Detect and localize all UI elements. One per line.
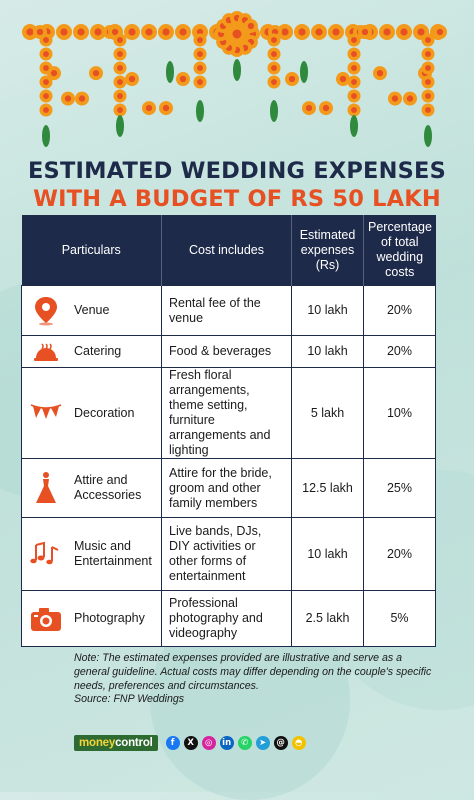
table-row: Decoration Fresh floral arrangements, th… [21, 367, 436, 459]
linkedin-icon[interactable]: in [219, 736, 234, 750]
row-cost: 10 lakh [291, 285, 364, 336]
telegram-icon[interactable]: ➤ [255, 736, 270, 750]
row-includes: Professional photography and videography [161, 590, 292, 647]
row-includes: Food & beverages [161, 335, 292, 368]
row-includes: Fresh floral arrangements, theme setting… [161, 367, 292, 459]
table-row: Music and Entertainment Live bands, DJs,… [21, 517, 436, 591]
row-particular: Photography [74, 611, 145, 625]
row-particular: Attire and Accessories [74, 473, 142, 502]
table-row: Venue Rental fee of the venue 10 lakh 20… [21, 285, 436, 336]
footnote: Note: The estimated expenses provided ar… [74, 652, 434, 707]
camera-icon [22, 606, 70, 632]
row-cost: 10 lakh [291, 517, 364, 591]
page-title: ESTIMATED WEDDING EXPENSES [27, 158, 446, 184]
marigold-garland-decoration [22, 11, 447, 147]
row-percentage: 5% [363, 590, 436, 647]
row-cost: 2.5 lakh [291, 590, 364, 647]
whatsapp-icon[interactable]: ✆ [237, 736, 252, 750]
disclaimer-note: Note: The estimated expenses provided ar… [74, 652, 432, 692]
garland-leaf [166, 61, 174, 83]
garland-leaf [233, 59, 241, 81]
row-percentage: 10% [363, 367, 436, 459]
food-cloche-icon [22, 340, 70, 364]
row-particular: Decoration [74, 405, 135, 420]
logo-part-control: control [115, 737, 153, 749]
row-cost: 5 lakh [291, 367, 364, 459]
row-percentage: 20% [363, 335, 436, 368]
table-header-row: Particulars Cost includes Estimated expe… [21, 215, 436, 286]
social-links: f X ◎ in ✆ ➤ @ ◓ [165, 736, 306, 750]
table-row: Attire and Accessories Attire for the br… [21, 458, 436, 518]
row-particular: Venue [74, 303, 110, 317]
row-cost: 12.5 lakh [291, 458, 364, 518]
row-percentage: 25% [363, 458, 436, 518]
instagram-icon[interactable]: ◎ [201, 736, 216, 750]
expenses-table: Particulars Cost includes Estimated expe… [21, 215, 436, 647]
table-row: Photography Professional photography and… [21, 590, 436, 647]
page-subtitle: WITH A BUDGET OF RS 50 LAKH [33, 186, 441, 212]
x-icon[interactable]: X [183, 736, 198, 750]
garland-leaf [42, 125, 50, 147]
row-percentage: 20% [363, 517, 436, 591]
garland-leaf [196, 100, 204, 122]
row-particular: Catering [74, 344, 122, 358]
music-notes-icon [22, 541, 70, 567]
location-pin-icon [22, 296, 70, 326]
garland-leaf [350, 115, 358, 137]
bridal-dress-icon [22, 471, 70, 505]
row-includes: Attire for the bride, groom and other fa… [161, 458, 292, 518]
header-percentage: Percentage of total wedding costs [363, 215, 436, 286]
garland-leaf [300, 61, 308, 83]
garland-leaf [270, 100, 278, 122]
row-includes: Live bands, DJs, DIY activities or other… [161, 517, 292, 591]
footer-bar: moneycontrol f X ◎ in ✆ ➤ @ ◓ [74, 735, 306, 751]
header-particulars: Particulars [21, 215, 162, 286]
row-includes: Rental fee of the venue [161, 285, 292, 336]
facebook-icon[interactable]: f [165, 736, 180, 750]
row-particular: Music and Entertainment [74, 539, 152, 568]
header-estimated-expenses: Estimated expenses (Rs) [291, 215, 364, 286]
threads-icon[interactable]: @ [273, 736, 288, 750]
row-cost: 10 lakh [291, 335, 364, 368]
snapchat-icon[interactable]: ◓ [291, 736, 306, 750]
moneycontrol-logo[interactable]: moneycontrol [74, 735, 158, 751]
source-note: Source: FNP Weddings [74, 693, 185, 706]
header-cost-includes: Cost includes [161, 215, 292, 286]
logo-part-money: money [79, 737, 116, 749]
garland-leaf [116, 115, 124, 137]
table-row: Catering Food & beverages 10 lakh 20% [21, 335, 436, 368]
row-percentage: 20% [363, 285, 436, 336]
bunting-flags-icon [22, 402, 70, 424]
garland-leaf [424, 125, 432, 147]
